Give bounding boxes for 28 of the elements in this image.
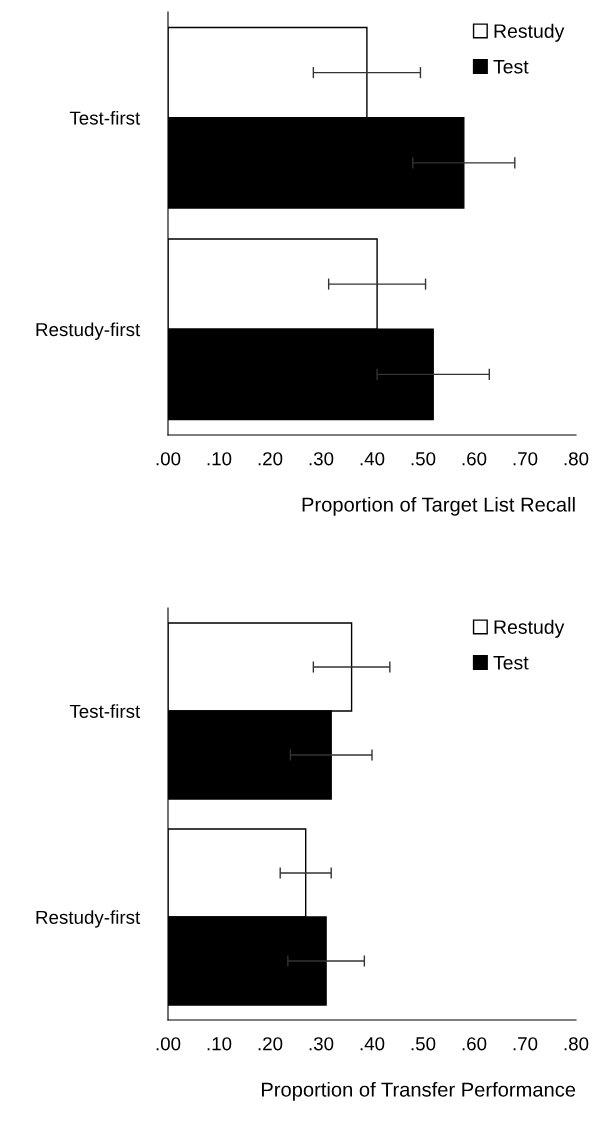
- x-tick-label: .40: [360, 1037, 385, 1051]
- y-tick-label: Restudy-first: [36, 322, 141, 340]
- x-tick-label: .20: [258, 452, 283, 466]
- legend-label: Restudy: [494, 619, 565, 638]
- legend-label: Test: [493, 60, 529, 74]
- legend-label: Test: [493, 656, 529, 670]
- x-tick-label: .80: [564, 1037, 589, 1051]
- x-tick-label: .30: [309, 1037, 334, 1051]
- y-tick-label: Test-first: [69, 110, 141, 125]
- legend-label: Restudy: [494, 23, 565, 42]
- x-tick-label: .20: [258, 1037, 283, 1051]
- x-axis-title: Proportion of Target List Recall: [302, 496, 575, 516]
- x-tick-label: .60: [462, 452, 487, 466]
- x-axis-title: Proportion of Transfer Performance: [262, 1081, 576, 1101]
- x-tick-label: .40: [360, 452, 385, 466]
- x-tick-label: .10: [207, 452, 232, 466]
- x-tick-label: .10: [207, 1037, 232, 1051]
- x-tick-label: .30: [309, 452, 334, 466]
- x-tick-label: .50: [411, 1037, 436, 1051]
- x-tick-label: .70: [513, 452, 538, 466]
- x-tick-label: .60: [462, 1037, 487, 1051]
- x-tick-label: .80: [564, 452, 589, 466]
- y-tick-label: Restudy-first: [36, 910, 141, 928]
- x-tick-label: .50: [411, 452, 436, 466]
- x-tick-label: .00: [156, 452, 181, 466]
- x-tick-label: .70: [513, 1037, 538, 1051]
- y-tick-label: Test-first: [69, 704, 141, 718]
- x-tick-label: .00: [156, 1037, 181, 1051]
